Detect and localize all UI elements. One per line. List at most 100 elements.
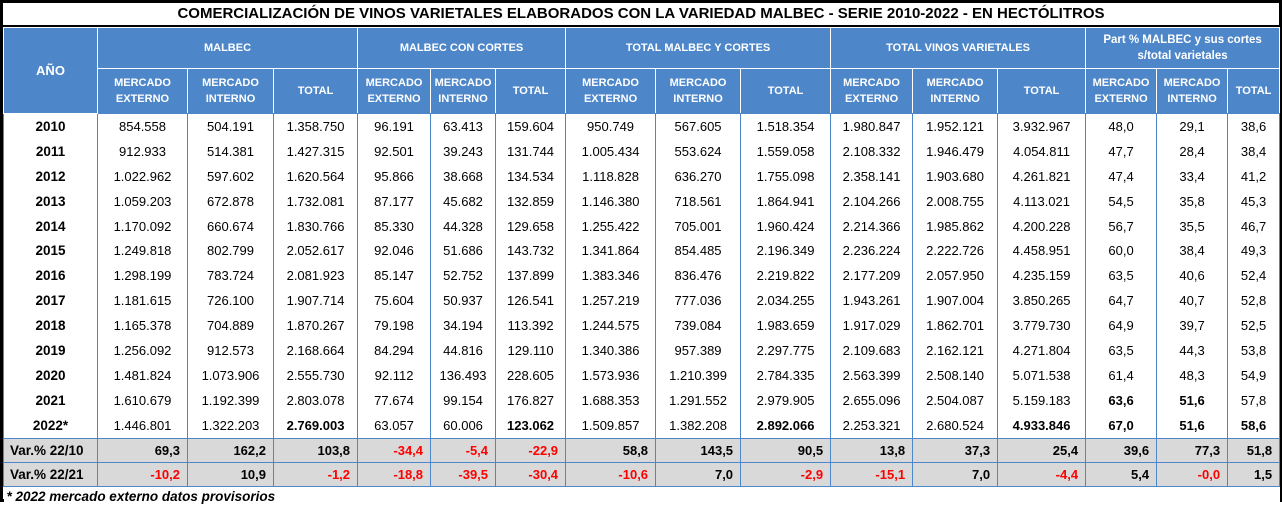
- value-cell: 1.382.208: [655, 412, 742, 439]
- value-cell: 504.191: [187, 113, 274, 139]
- value-cell: 49,3: [1227, 238, 1281, 264]
- value-cell: 1.830.766: [272, 213, 359, 239]
- year-cell: 2017: [3, 288, 98, 314]
- value-cell: 92.046: [357, 238, 432, 264]
- value-cell: 3.850.265: [997, 288, 1087, 314]
- value-cell: 2.563.399: [830, 362, 914, 388]
- value-cell: 1.291.552: [655, 387, 742, 413]
- year-cell: 2013: [3, 188, 98, 214]
- value-cell: 3.932.967: [997, 113, 1087, 139]
- value-cell: 597.602: [187, 163, 274, 189]
- value-cell: 2.297.775: [740, 338, 832, 363]
- footnote: * 2022 mercado externo datos provisorios: [3, 485, 1280, 506]
- value-cell: 1.383.346: [565, 263, 657, 289]
- value-cell: 5.071.538: [997, 362, 1087, 388]
- year-cell: 2019: [3, 338, 98, 363]
- value-cell: 2.892.066: [740, 412, 832, 439]
- value-cell: 44.816: [430, 338, 497, 363]
- table-row: 2013 1.059.203 672.878 1.732.081 87.177 45.68…: [3, 188, 1281, 214]
- value-cell: 1.341.864: [565, 238, 657, 264]
- value-cell: 2.236.224: [830, 238, 914, 264]
- value-cell: 53,8: [1227, 338, 1281, 363]
- value-cell: 1.256.092: [97, 338, 188, 363]
- table-row: 2017 1.181.615 726.100 1.907.714 75.604 50.93…: [3, 288, 1281, 314]
- column-header: TOTAL: [1227, 68, 1281, 114]
- value-cell: 52.752: [430, 263, 497, 289]
- value-cell: 54,5: [1085, 188, 1158, 214]
- value-cell: 2.162.121: [912, 338, 999, 363]
- value-cell: 783.724: [187, 263, 274, 289]
- value-cell: 95.866: [357, 163, 432, 189]
- value-cell: 1.257.219: [565, 288, 657, 314]
- value-cell: 1.870.267: [272, 313, 359, 339]
- value-cell: 1.192.399: [187, 387, 274, 413]
- column-header: MERCADO INTERNO: [912, 68, 999, 114]
- value-cell: 34.194: [430, 313, 497, 339]
- value-cell: 85.147: [357, 263, 432, 289]
- value-cell: 4.271.804: [997, 338, 1087, 363]
- value-cell: 38.668: [430, 163, 497, 189]
- var-value-cell: -30,4: [495, 461, 567, 487]
- value-cell: 1.244.575: [565, 313, 657, 339]
- value-cell: 836.476: [655, 263, 742, 289]
- group-header-total-malbec-y-cortes: TOTAL MALBEC Y CORTES: [565, 27, 832, 69]
- value-cell: 4.933.846: [997, 412, 1087, 439]
- column-header: MERCADO INTERNO: [655, 68, 742, 114]
- value-cell: 1.980.847: [830, 113, 914, 139]
- value-cell: 38,6: [1227, 113, 1281, 139]
- value-cell: 514.381: [187, 138, 274, 164]
- value-cell: 60,0: [1085, 238, 1158, 264]
- value-cell: 1.358.750: [272, 113, 359, 139]
- value-cell: 67,0: [1085, 412, 1158, 439]
- value-cell: 48,0: [1085, 113, 1158, 139]
- value-cell: 35,8: [1156, 188, 1229, 214]
- value-cell: 1.118.828: [565, 163, 657, 189]
- value-cell: 77.674: [357, 387, 432, 413]
- value-cell: 4.054.811: [997, 138, 1087, 164]
- value-cell: 1.862.701: [912, 313, 999, 339]
- var-value-cell: 58,8: [565, 437, 657, 463]
- value-cell: 58,6: [1227, 412, 1281, 439]
- year-cell: 2020: [3, 362, 98, 388]
- value-cell: 950.749: [565, 113, 657, 139]
- value-cell: 1.170.092: [97, 213, 188, 239]
- value-cell: 44,3: [1156, 338, 1229, 363]
- column-header: MERCADO INTERNO: [187, 68, 274, 114]
- value-cell: 38,4: [1156, 238, 1229, 264]
- value-cell: 28,4: [1156, 138, 1229, 164]
- value-cell: 2.504.087: [912, 387, 999, 413]
- table-row: 2016 1.298.199 783.724 2.081.923 85.147 52.75…: [3, 263, 1281, 289]
- value-cell: 1.688.353: [565, 387, 657, 413]
- value-cell: 2.979.905: [740, 387, 832, 413]
- year-cell: 2010: [3, 113, 98, 139]
- value-cell: 1.985.862: [912, 213, 999, 239]
- table-row: 2015 1.249.818 802.799 2.052.617 92.046 51.68…: [3, 238, 1281, 264]
- value-cell: 75.604: [357, 288, 432, 314]
- table-row: 2014 1.170.092 660.674 1.830.766 85.330 44.32…: [3, 213, 1281, 239]
- table-row: 2010 854.558 504.191 1.358.750 96.191 63.413 1…: [3, 113, 1281, 139]
- value-cell: 159.604: [495, 113, 567, 139]
- value-cell: 2.680.524: [912, 412, 999, 439]
- footnote-row: * 2022 mercado externo datos provisorios: [3, 485, 1280, 506]
- column-header: TOTAL: [740, 68, 832, 114]
- var-value-cell: 25,4: [997, 437, 1087, 463]
- var-value-cell: 37,3: [912, 437, 999, 463]
- value-cell: 912.573: [187, 338, 274, 363]
- value-cell: 4.235.159: [997, 263, 1087, 289]
- value-cell: 2.219.822: [740, 263, 832, 289]
- value-cell: 56,7: [1085, 213, 1158, 239]
- value-cell: 84.294: [357, 338, 432, 363]
- value-cell: 113.392: [495, 313, 567, 339]
- table-body: 2010 854.558 504.191 1.358.750 96.191 63.413 1…: [3, 113, 1281, 506]
- value-cell: 136.493: [430, 362, 497, 388]
- value-cell: 2.168.664: [272, 338, 359, 363]
- value-cell: 33,4: [1156, 163, 1229, 189]
- group-header-row: AÑO MALBEC MALBEC CON CORTES TOTAL MALBE…: [3, 27, 1281, 114]
- value-cell: 636.270: [655, 163, 742, 189]
- value-cell: 2.057.950: [912, 263, 999, 289]
- year-cell: 2011: [3, 138, 98, 164]
- value-cell: 2.081.923: [272, 263, 359, 289]
- column-header: MERCADO EXTERNO: [565, 68, 657, 114]
- value-cell: 50.937: [430, 288, 497, 314]
- value-cell: 4.113.021: [997, 188, 1087, 214]
